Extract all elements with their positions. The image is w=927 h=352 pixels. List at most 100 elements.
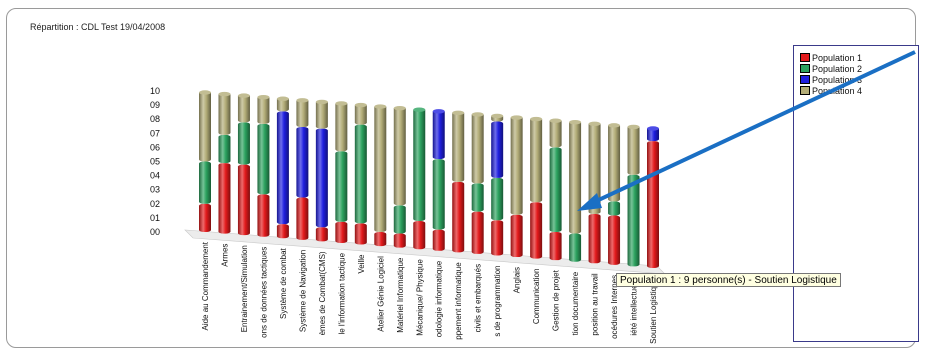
bar-segment[interactable]: [257, 194, 270, 237]
y-tick-label: 10: [150, 86, 160, 96]
bar-segment[interactable]: [296, 98, 309, 128]
x-tick-label: civils et embarqués: [474, 264, 483, 332]
bar-segment[interactable]: [374, 231, 387, 247]
bar-segment[interactable]: [315, 227, 328, 242]
bar-segment[interactable]: [647, 141, 659, 268]
bar-segment[interactable]: [413, 108, 426, 222]
bar-segment[interactable]: [471, 183, 484, 212]
bar-cap: [199, 90, 211, 95]
bar-segment[interactable]: [276, 111, 289, 225]
x-tick-label: Mécanique/ Physique: [415, 259, 424, 336]
bar-segment[interactable]: [335, 151, 348, 222]
bar-segment[interactable]: [296, 197, 309, 240]
bar-segment[interactable]: [608, 123, 621, 202]
bar-segment[interactable]: [510, 214, 523, 258]
bar-cap: [627, 124, 640, 130]
bar-segment[interactable]: [218, 163, 231, 234]
bar-segment[interactable]: [608, 201, 621, 216]
bar-segment[interactable]: [257, 123, 270, 195]
y-tick-label: 06: [150, 142, 160, 152]
legend-label: Population 1: [812, 52, 863, 63]
bar-cap: [374, 104, 387, 109]
x-tick-label: iété intellectuelle: [630, 276, 639, 336]
bar-segment[interactable]: [374, 105, 387, 232]
bar-segment[interactable]: [569, 120, 582, 234]
y-tick-label: 03: [150, 185, 160, 195]
x-tick-label: tion documentaire: [571, 271, 580, 335]
bar-segment[interactable]: [588, 213, 601, 264]
bar-segment[interactable]: [491, 220, 504, 256]
y-tick-label: 07: [150, 128, 160, 138]
bar-segment[interactable]: [452, 181, 465, 253]
bar-segment[interactable]: [237, 164, 250, 236]
bar-segment[interactable]: [393, 106, 406, 206]
bar-segment[interactable]: [549, 147, 562, 232]
bar-segment[interactable]: [335, 221, 348, 243]
bar-cap: [413, 107, 426, 112]
legend-item: Population 3: [800, 74, 862, 85]
bar-cap: [335, 101, 348, 106]
bar-segment[interactable]: [199, 203, 211, 232]
bar-cap: [354, 102, 367, 108]
bar-segment[interactable]: [452, 111, 465, 182]
x-tick-label: Système de combat: [279, 247, 288, 318]
chart-title: Répartition : CDL Test 19/04/2008: [30, 22, 166, 32]
bar-segment[interactable]: [569, 233, 582, 262]
bar-segment[interactable]: [530, 202, 543, 259]
x-tick-label: odologie informatique: [435, 260, 444, 337]
bar-segment[interactable]: [393, 233, 406, 248]
bar-cap: [471, 112, 484, 117]
bar-segment[interactable]: [354, 223, 367, 245]
bar-segment[interactable]: [354, 103, 367, 125]
bar-segment[interactable]: [549, 119, 562, 148]
bar-segment[interactable]: [491, 177, 504, 221]
x-tick-label: océdures Internes: [610, 275, 619, 339]
bar-segment[interactable]: [276, 224, 289, 239]
bar-cap: [393, 105, 406, 111]
bar-segment[interactable]: [588, 122, 601, 214]
bar-segment[interactable]: [218, 134, 231, 164]
bar-segment[interactable]: [608, 215, 621, 265]
x-tick-label: s de programmation: [493, 265, 502, 336]
bar-segment[interactable]: [199, 161, 211, 204]
chart-legend: Population 1 Population 2 Population 3 Popu…: [793, 45, 919, 342]
bar-segment[interactable]: [510, 116, 523, 215]
bar-segment[interactable]: [432, 159, 445, 230]
bar-segment[interactable]: [335, 101, 348, 152]
bar-cap: [588, 121, 601, 127]
bar-segment[interactable]: [627, 125, 640, 175]
bar-segment[interactable]: [237, 94, 250, 123]
legend-label: Population 4: [812, 85, 863, 96]
bar-segment[interactable]: [432, 109, 445, 160]
bar-segment[interactable]: [354, 124, 367, 224]
bar-segment[interactable]: [257, 95, 270, 124]
x-tick-label: Atelier Génie Logiciel: [376, 256, 385, 332]
bar-segment[interactable]: [627, 174, 640, 267]
bar-segment[interactable]: [199, 91, 211, 162]
legend-item: Population 1: [800, 52, 862, 63]
bar-segment[interactable]: [432, 229, 445, 251]
bar-segment[interactable]: [276, 97, 289, 112]
bar-segment[interactable]: [491, 121, 504, 178]
bar-segment[interactable]: [530, 117, 543, 203]
bar-cap: [315, 99, 328, 105]
bar-cap: [218, 91, 231, 97]
bar-segment[interactable]: [296, 127, 309, 198]
bar-cap: [237, 93, 250, 98]
bar-segment[interactable]: [218, 92, 231, 135]
x-tick-label: Entrainement/Simulation: [240, 245, 249, 332]
bar-segment[interactable]: [393, 205, 406, 234]
bar-segment[interactable]: [315, 100, 328, 129]
bar-segment[interactable]: [471, 112, 484, 184]
legend-swatch: [800, 86, 810, 95]
bar-segment[interactable]: [549, 231, 562, 261]
x-tick-label: Aide au Commandement: [201, 241, 210, 330]
bar-cap: [296, 98, 309, 103]
bar-cap: [491, 113, 504, 119]
bar-segment[interactable]: [315, 128, 328, 228]
bar-segment[interactable]: [413, 221, 426, 250]
bar-segment[interactable]: [237, 122, 250, 165]
bar-cap: [569, 120, 582, 125]
bar-segment[interactable]: [471, 211, 484, 254]
x-tick-label: Soutien Logistique: [649, 277, 658, 343]
